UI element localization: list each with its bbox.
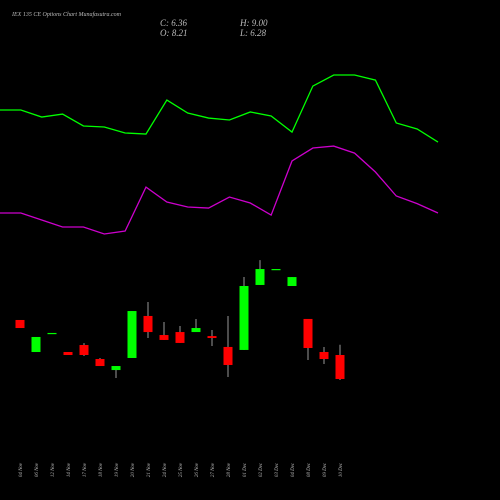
candle-body: [95, 359, 105, 367]
x-tick-label: 01 Dec: [243, 462, 248, 477]
candle-body: [271, 269, 281, 271]
x-tick-label: 18 Nov: [99, 462, 104, 477]
indicator-line: [0, 145, 439, 235]
candle-body: [191, 328, 201, 333]
candle-body: [319, 352, 329, 360]
x-tick-label: 21 Nov: [147, 462, 152, 477]
candle-body: [143, 315, 153, 333]
x-tick-label: 09 Dec: [323, 462, 328, 477]
x-tick-label: 17 Nov: [83, 462, 88, 477]
x-tick-label: 03 Dec: [275, 462, 280, 477]
x-tick-label: 10 Dec: [339, 462, 344, 477]
x-tick-label: 19 Nov: [115, 462, 120, 477]
x-tick-label: 04 Nov: [19, 462, 24, 477]
candle-body: [111, 366, 121, 371]
x-tick-label: 12 Nov: [51, 462, 56, 477]
indicator-line: [0, 74, 439, 143]
candle-body: [31, 336, 41, 353]
x-tick-label: 28 Nov: [227, 462, 232, 477]
x-tick-label: 06 Nov: [35, 462, 40, 477]
candle-body: [127, 311, 137, 358]
candle-body: [63, 352, 73, 355]
x-tick-label: 04 Dec: [291, 462, 296, 477]
candle-body: [207, 336, 217, 339]
candle-body: [223, 346, 233, 365]
candle-body: [239, 286, 249, 350]
candle-body: [255, 269, 265, 285]
header-low: L: 6.28: [239, 28, 267, 38]
x-tick-label: 27 Nov: [211, 462, 216, 477]
x-tick-label: 14 Nov: [67, 462, 72, 477]
chart-title: IEX 135 CE Options Chart Munafasutra.com: [11, 11, 122, 18]
x-tick-label: 24 Nov: [163, 462, 168, 477]
x-tick-label: 02 Dec: [259, 462, 264, 477]
candle-body: [287, 277, 297, 287]
candle-body: [47, 332, 57, 335]
x-tick-label: 26 Nov: [195, 462, 200, 477]
candle-body: [303, 318, 313, 348]
header-high: H: 9.00: [239, 18, 268, 28]
candle-body: [335, 355, 345, 379]
x-tick-label: 08 Dec: [307, 462, 312, 477]
candle-body: [79, 345, 89, 355]
x-tick-label: 20 Nov: [131, 462, 136, 477]
candle-body: [175, 332, 185, 343]
header-open: O: 8.21: [160, 28, 188, 38]
candle-body: [159, 335, 169, 340]
candle-body: [15, 319, 25, 329]
header-close: C: 6.36: [160, 18, 188, 28]
x-tick-label: 25 Nov: [179, 462, 184, 477]
